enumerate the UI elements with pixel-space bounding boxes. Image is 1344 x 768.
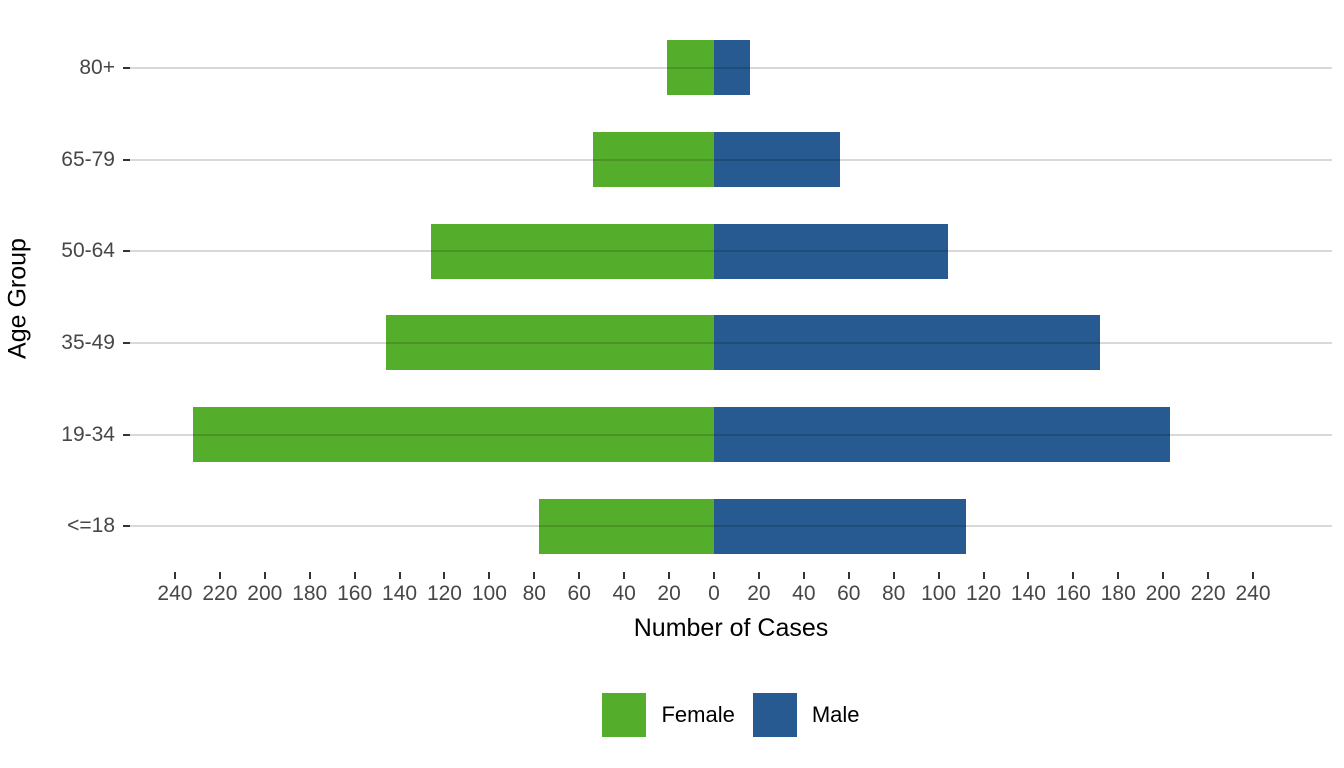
legend-label-male: Male [811, 702, 860, 727]
gridline-35-49 [130, 341, 1332, 344]
gridline-19-34 [130, 433, 1332, 436]
x-tick-mark-80 [892, 572, 895, 579]
x-tick-mark-240 [1252, 572, 1255, 579]
x-axis-title: Number of Cases [633, 614, 829, 642]
bar-female-80+ [666, 40, 714, 96]
x-tick-label-160: 160 [1055, 582, 1091, 605]
x-tick-mark--180 [308, 572, 311, 579]
x-tick-label--220: 220 [202, 582, 238, 605]
gridline-50-64 [130, 250, 1332, 253]
x-tick-mark-160 [1072, 572, 1075, 579]
x-tick-mark--220 [218, 572, 221, 579]
legend-item-female: Female [602, 693, 735, 737]
x-tick-mark-60 [847, 572, 850, 579]
legend: Female Male [130, 692, 1332, 738]
x-tick-label-0: 0 [708, 582, 720, 605]
bar-male-50-64 [714, 223, 948, 279]
y-tick-mark-80+ [123, 66, 130, 69]
x-tick-mark--60 [578, 572, 581, 579]
y-tick-mark-<=18 [123, 525, 130, 528]
x-tick-label-180: 180 [1100, 582, 1136, 605]
x-tick-label-100: 100 [921, 582, 957, 605]
x-tick-label-220: 220 [1190, 582, 1226, 605]
x-tick-mark-40 [802, 572, 805, 579]
y-tick-label-<=18: <=18 [67, 514, 115, 538]
bar-female-<=18 [538, 498, 714, 554]
y-tick-label-80+: 80+ [79, 55, 115, 79]
legend-swatch-female [602, 693, 647, 737]
x-tick-label--140: 140 [382, 582, 418, 605]
x-tick-label--160: 160 [337, 582, 373, 605]
x-tick-mark--40 [623, 572, 626, 579]
x-tick-label-200: 200 [1145, 582, 1181, 605]
bar-female-19-34 [192, 407, 714, 462]
x-tick-label--200: 200 [247, 582, 283, 605]
x-tick-mark--200 [263, 572, 266, 579]
x-tick-label--180: 180 [292, 582, 328, 605]
x-tick-label-40: 40 [792, 582, 816, 605]
x-tick-label-140: 140 [1010, 582, 1046, 605]
x-tick-label-80: 80 [881, 582, 906, 605]
gridline-<=18 [130, 525, 1332, 528]
x-tick-mark-180 [1117, 572, 1120, 579]
bar-male-19-34 [714, 407, 1170, 462]
y-tick-mark-50-64 [123, 250, 130, 253]
x-tick-label--80: 80 [522, 582, 546, 605]
bar-female-35-49 [386, 315, 714, 371]
y-tick-mark-19-34 [123, 433, 130, 436]
legend-item-male: Male [752, 693, 860, 737]
x-tick-mark-100 [937, 572, 940, 579]
x-tick-label--100: 100 [471, 582, 507, 605]
x-tick-mark--80 [533, 572, 536, 579]
x-tick-label-20: 20 [747, 582, 771, 605]
y-tick-label-19-34: 19-34 [61, 422, 115, 446]
bar-male-65-79 [714, 132, 840, 187]
x-tick-mark--240 [173, 572, 176, 579]
bar-male-80+ [714, 40, 750, 96]
x-tick-mark--20 [668, 572, 671, 579]
legend-label-female: Female [661, 702, 735, 727]
gridline-65-79 [130, 158, 1332, 161]
y-tick-label-50-64: 50-64 [61, 239, 115, 263]
x-tick-label-60: 60 [837, 582, 861, 605]
bar-male-<=18 [714, 498, 966, 554]
y-tick-label-35-49: 35-49 [61, 330, 115, 354]
x-tick-label--60: 60 [567, 582, 591, 605]
legend-swatch-male [752, 693, 797, 737]
y-axis-title: Age Group [3, 238, 32, 359]
x-tick-label--20: 20 [657, 582, 681, 605]
bar-female-65-79 [592, 132, 714, 187]
x-tick-mark--100 [488, 572, 491, 579]
y-tick-mark-65-79 [123, 158, 130, 161]
x-tick-mark--160 [353, 572, 356, 579]
x-tick-mark-120 [982, 572, 985, 579]
x-tick-label--120: 120 [426, 582, 462, 605]
bar-male-35-49 [714, 315, 1101, 371]
x-tick-mark-140 [1027, 572, 1030, 579]
x-tick-mark-220 [1207, 572, 1210, 579]
x-tick-mark--120 [443, 572, 446, 579]
x-tick-label--40: 40 [612, 582, 636, 605]
gridline-80+ [130, 66, 1332, 69]
y-tick-label-65-79: 65-79 [61, 147, 115, 171]
x-tick-label--240: 240 [157, 582, 193, 605]
bar-female-50-64 [431, 223, 714, 279]
x-tick-mark--140 [398, 572, 401, 579]
x-axis: 240 220 200 180 160 140 120 100 80 60 40 20 0 20 40 60 8… [130, 572, 1332, 612]
x-tick-label-240: 240 [1235, 582, 1271, 605]
plot-panel: 80+ 65-79 50-64 35-49 19-34 <=18 [61, 22, 1332, 572]
x-tick-label-120: 120 [965, 582, 1002, 605]
x-tick-mark-200 [1162, 572, 1165, 579]
x-tick-mark-0 [713, 572, 715, 579]
y-tick-mark-35-49 [123, 341, 130, 344]
x-tick-mark-20 [757, 572, 760, 579]
